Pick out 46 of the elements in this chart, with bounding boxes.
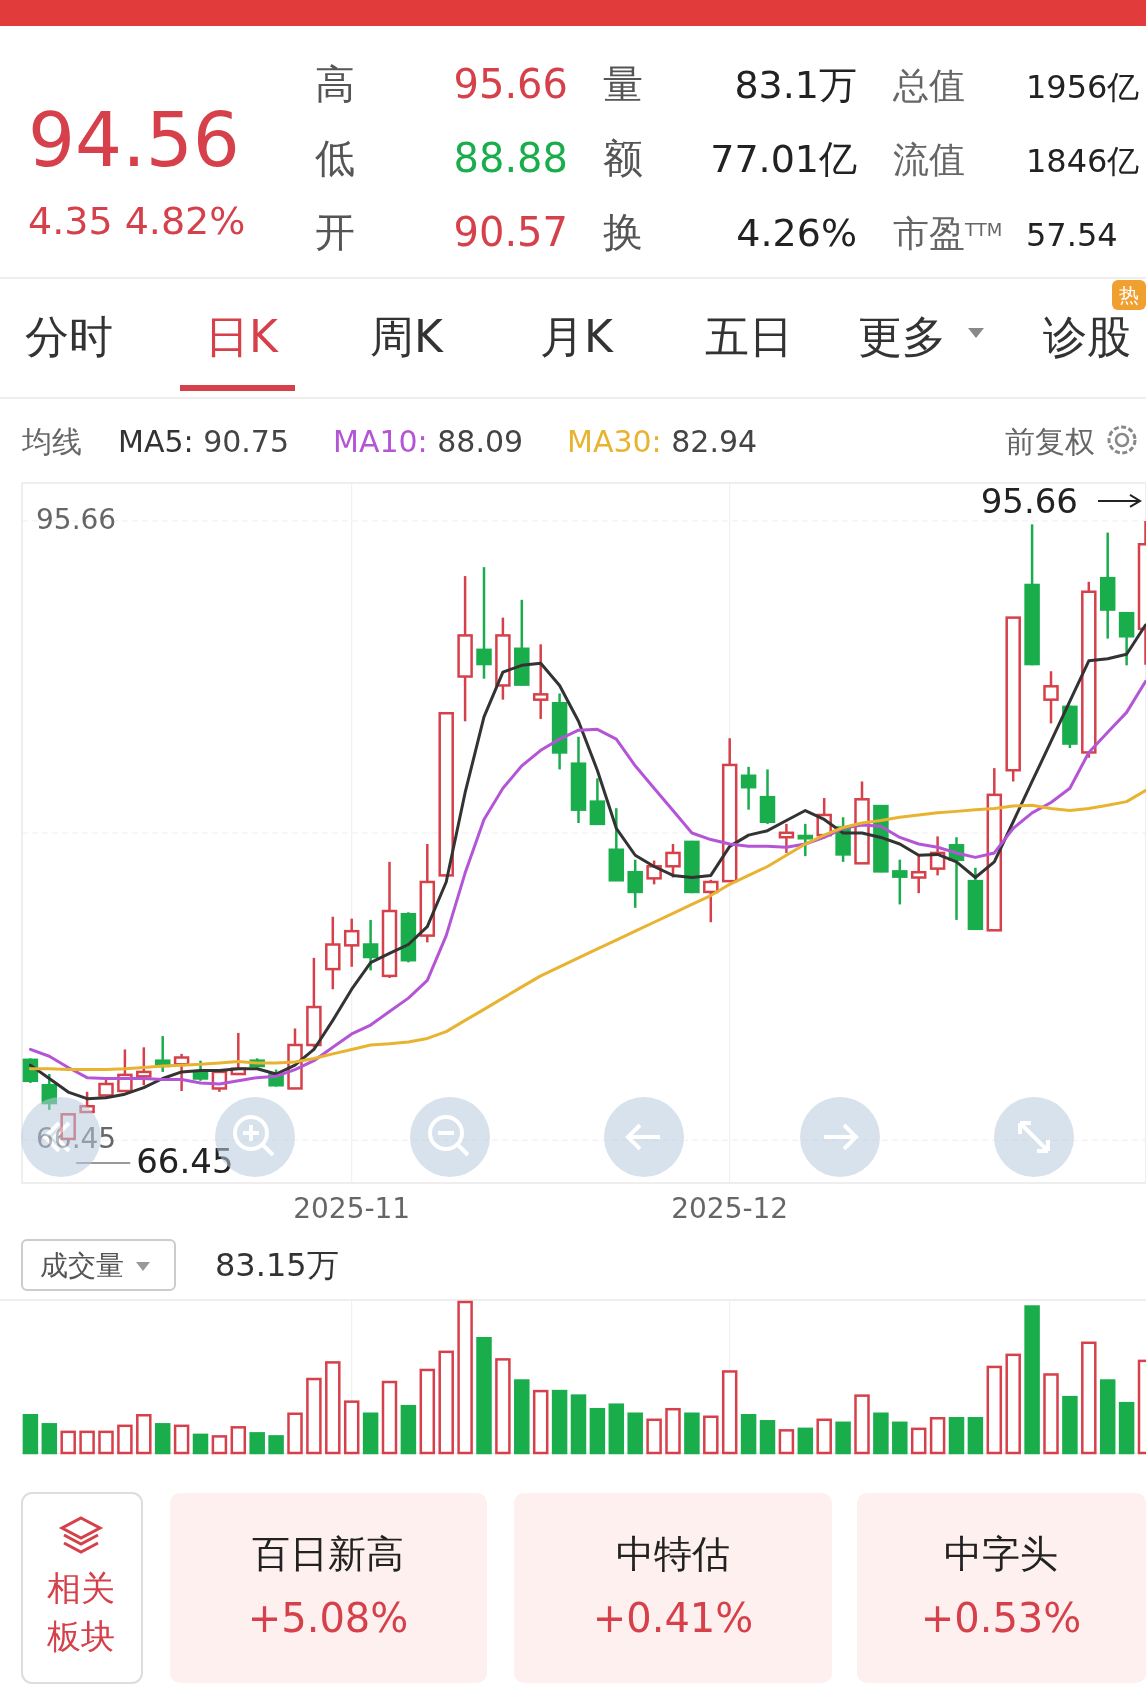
text: 95.66 (453, 61, 568, 107)
text: MA5: 90.75 (118, 424, 290, 459)
text: 90.57 (453, 209, 568, 255)
text: 4.35 4.82% (28, 199, 246, 243)
text: 77.01亿 (710, 137, 857, 181)
text: 1846亿 (1026, 142, 1140, 180)
x-tick-label: 2025-11 (293, 1192, 411, 1225)
text: 83.1万 (734, 63, 857, 107)
text: 83.15万 (215, 1246, 339, 1284)
text: 额 (603, 135, 643, 181)
text: 中特估 (616, 1532, 730, 1576)
text: 低 (315, 135, 355, 181)
text: MA10: 88.09 (333, 424, 524, 459)
text: 高 (315, 61, 355, 107)
text: 换 (603, 209, 643, 255)
text: 流值 (893, 139, 965, 180)
text: 五日 (705, 311, 793, 362)
text: 日K (205, 311, 279, 362)
text: 周K (370, 311, 444, 362)
text: 相关板块 (46, 1568, 115, 1656)
text: 总值 (892, 65, 965, 106)
text: 月K (540, 311, 614, 362)
text: 热 (1119, 283, 1139, 307)
text: 1956亿 (1026, 68, 1140, 106)
text: 百日新高 (252, 1532, 404, 1576)
text: 诊股 (1043, 311, 1131, 362)
text: 量 (603, 61, 643, 107)
text: 57.54 (1026, 216, 1118, 254)
text: 市盈$^{TTM}$ (893, 213, 1003, 254)
annotation: 95.66 (980, 480, 1078, 521)
text: 开 (315, 209, 355, 255)
text: 更多 (858, 311, 946, 362)
text: +5.08% (247, 1595, 409, 1641)
x-tick-label: 2025-12 (671, 1192, 789, 1225)
annotation: 66.45 (136, 1140, 234, 1181)
text: +0.41% (592, 1595, 754, 1641)
text: 分时 (25, 311, 113, 362)
text: +0.53% (920, 1595, 1082, 1641)
text: 4.26% (736, 211, 857, 255)
text: MA30: 82.94 (567, 424, 758, 459)
text: 前复权 (1005, 424, 1095, 459)
text: 94.56 (28, 97, 240, 183)
text: 中字头 (944, 1532, 1058, 1576)
legend-title: 均线 (21, 424, 82, 459)
text: 88.88 (453, 135, 568, 181)
chart-title: 成交量 (40, 1249, 124, 1282)
